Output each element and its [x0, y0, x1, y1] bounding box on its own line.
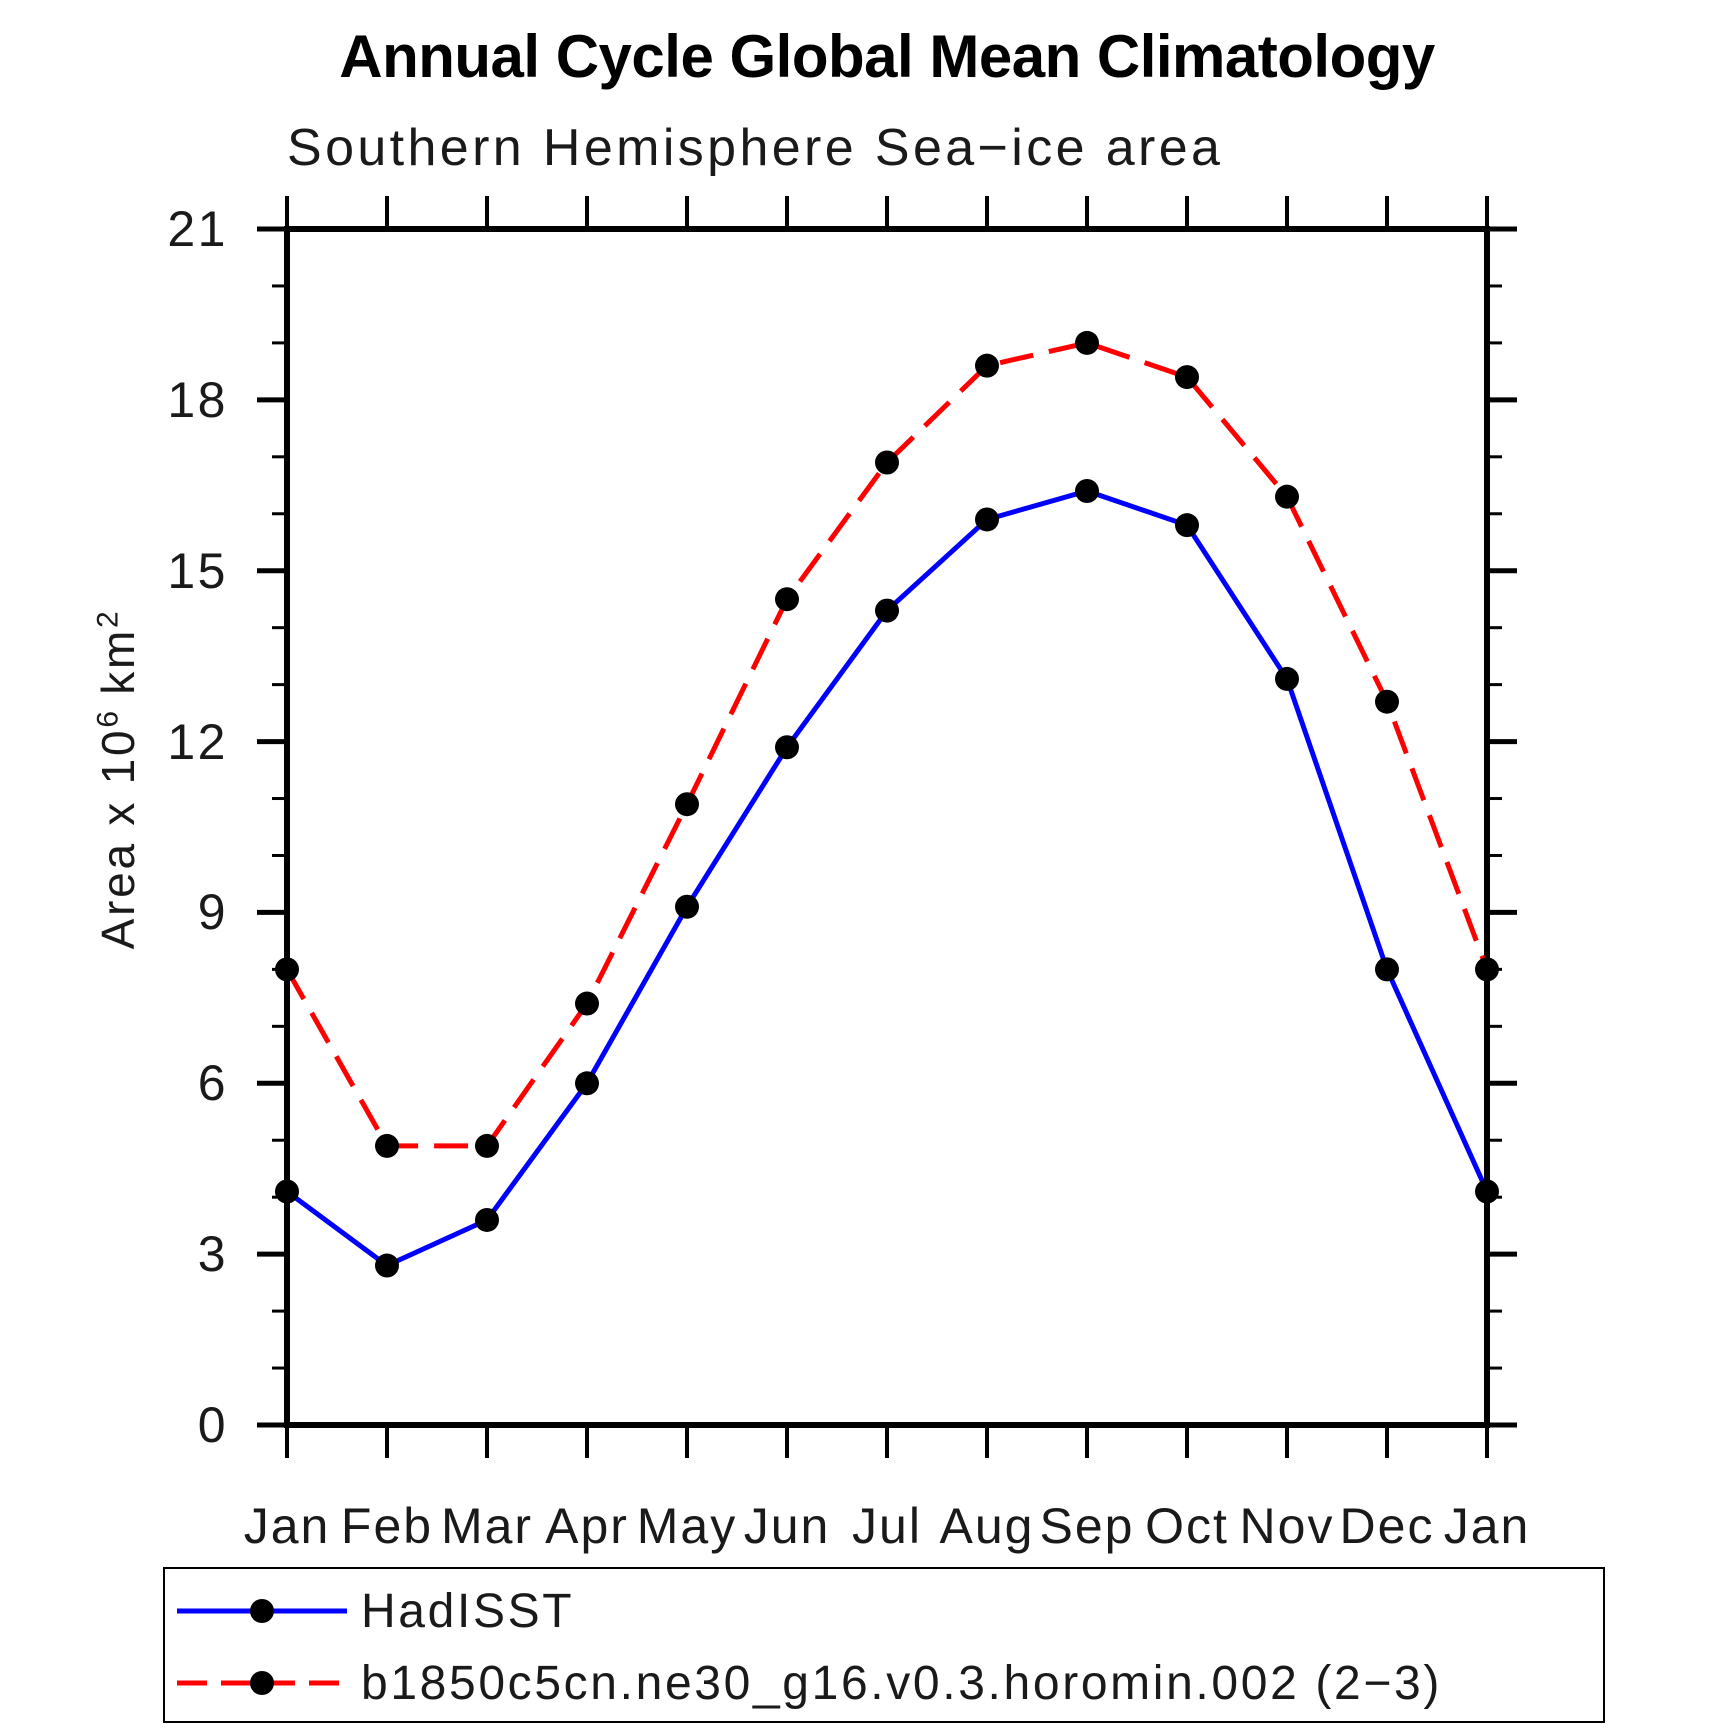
data-point-marker — [1375, 957, 1399, 982]
x-axis-tick-label: May — [636, 1498, 738, 1554]
data-point-marker — [1075, 478, 1099, 503]
data-point-marker — [875, 450, 899, 475]
y-axis-tick-label: 21 — [167, 201, 228, 257]
legend-label: HadISST — [361, 1584, 575, 1638]
x-axis-tick-label: Jan — [243, 1498, 331, 1554]
y-axis-tick-label: 6 — [197, 1055, 228, 1112]
data-point-marker — [575, 1071, 599, 1096]
x-axis-tick-label: Apr — [545, 1498, 629, 1554]
plot-frame — [284, 226, 1490, 1428]
data-point-marker — [975, 353, 999, 378]
data-point-marker — [1475, 1179, 1499, 1204]
legend-row-hadisst: HadISST — [175, 1584, 575, 1638]
data-point-marker — [275, 1179, 299, 1204]
x-axis-tick-label: Feb — [340, 1498, 434, 1554]
x-axis-tick-label: Jun — [743, 1498, 831, 1554]
y-axis-tick-label: 0 — [197, 1397, 228, 1453]
data-point-marker — [1075, 330, 1099, 355]
data-point-marker — [1275, 666, 1299, 691]
legend-marker-solid-line-icon — [177, 1599, 347, 1623]
data-point-marker — [375, 1253, 399, 1278]
data-point-marker — [1375, 689, 1399, 714]
data-point-marker — [1175, 513, 1199, 538]
x-axis-tick-label: Aug — [939, 1498, 1035, 1554]
legend-marker-dashed-line-icon — [177, 1671, 347, 1695]
data-point-marker — [675, 894, 699, 919]
x-axis-tick-label: Mar — [440, 1498, 534, 1554]
y-axis-tick-label: 18 — [167, 371, 228, 428]
y-axis-tick-label: 3 — [197, 1226, 228, 1283]
x-axis-tick-label: Jan — [1443, 1498, 1531, 1554]
data-point-marker — [475, 1133, 499, 1158]
x-axis-tick-label: Oct — [1145, 1498, 1229, 1554]
chart-title: Annual Cycle Global Mean Climatology — [339, 23, 1435, 90]
data-point-marker — [875, 598, 899, 623]
legend-row-model: b1850c5cn.ne30_g16.v0.3.horomin.002 (2−3… — [175, 1656, 1442, 1710]
y-axis-tick-label: 15 — [167, 542, 228, 599]
y-axis-tick-label: 12 — [167, 713, 228, 770]
data-point-marker — [775, 587, 799, 612]
data-point-marker — [975, 507, 999, 532]
x-axis-tick-label: Sep — [1039, 1498, 1135, 1554]
x-axis-tick-label: Nov — [1239, 1498, 1335, 1554]
data-point-marker — [1275, 484, 1299, 509]
data-point-marker — [1175, 365, 1199, 390]
data-point-marker — [1475, 957, 1499, 982]
data-point-marker — [575, 991, 599, 1016]
x-axis-tick-label: Jul — [852, 1498, 922, 1554]
y-axis-tick-label: 9 — [197, 884, 228, 941]
x-axis-tick-label: Dec — [1339, 1498, 1435, 1554]
data-point-marker — [475, 1207, 499, 1232]
data-point-marker — [275, 957, 299, 982]
data-point-marker — [775, 735, 799, 760]
legend-label: b1850c5cn.ne30_g16.v0.3.horomin.002 (2−3… — [361, 1656, 1442, 1710]
legend: HadISST b1850c5cn.ne30_g16.v0.3.horomin.… — [163, 1567, 1605, 1723]
chart-subtitle: Southern Hemisphere Sea−ice area — [287, 119, 1224, 177]
data-point-marker — [675, 792, 699, 817]
data-point-marker — [375, 1133, 399, 1158]
